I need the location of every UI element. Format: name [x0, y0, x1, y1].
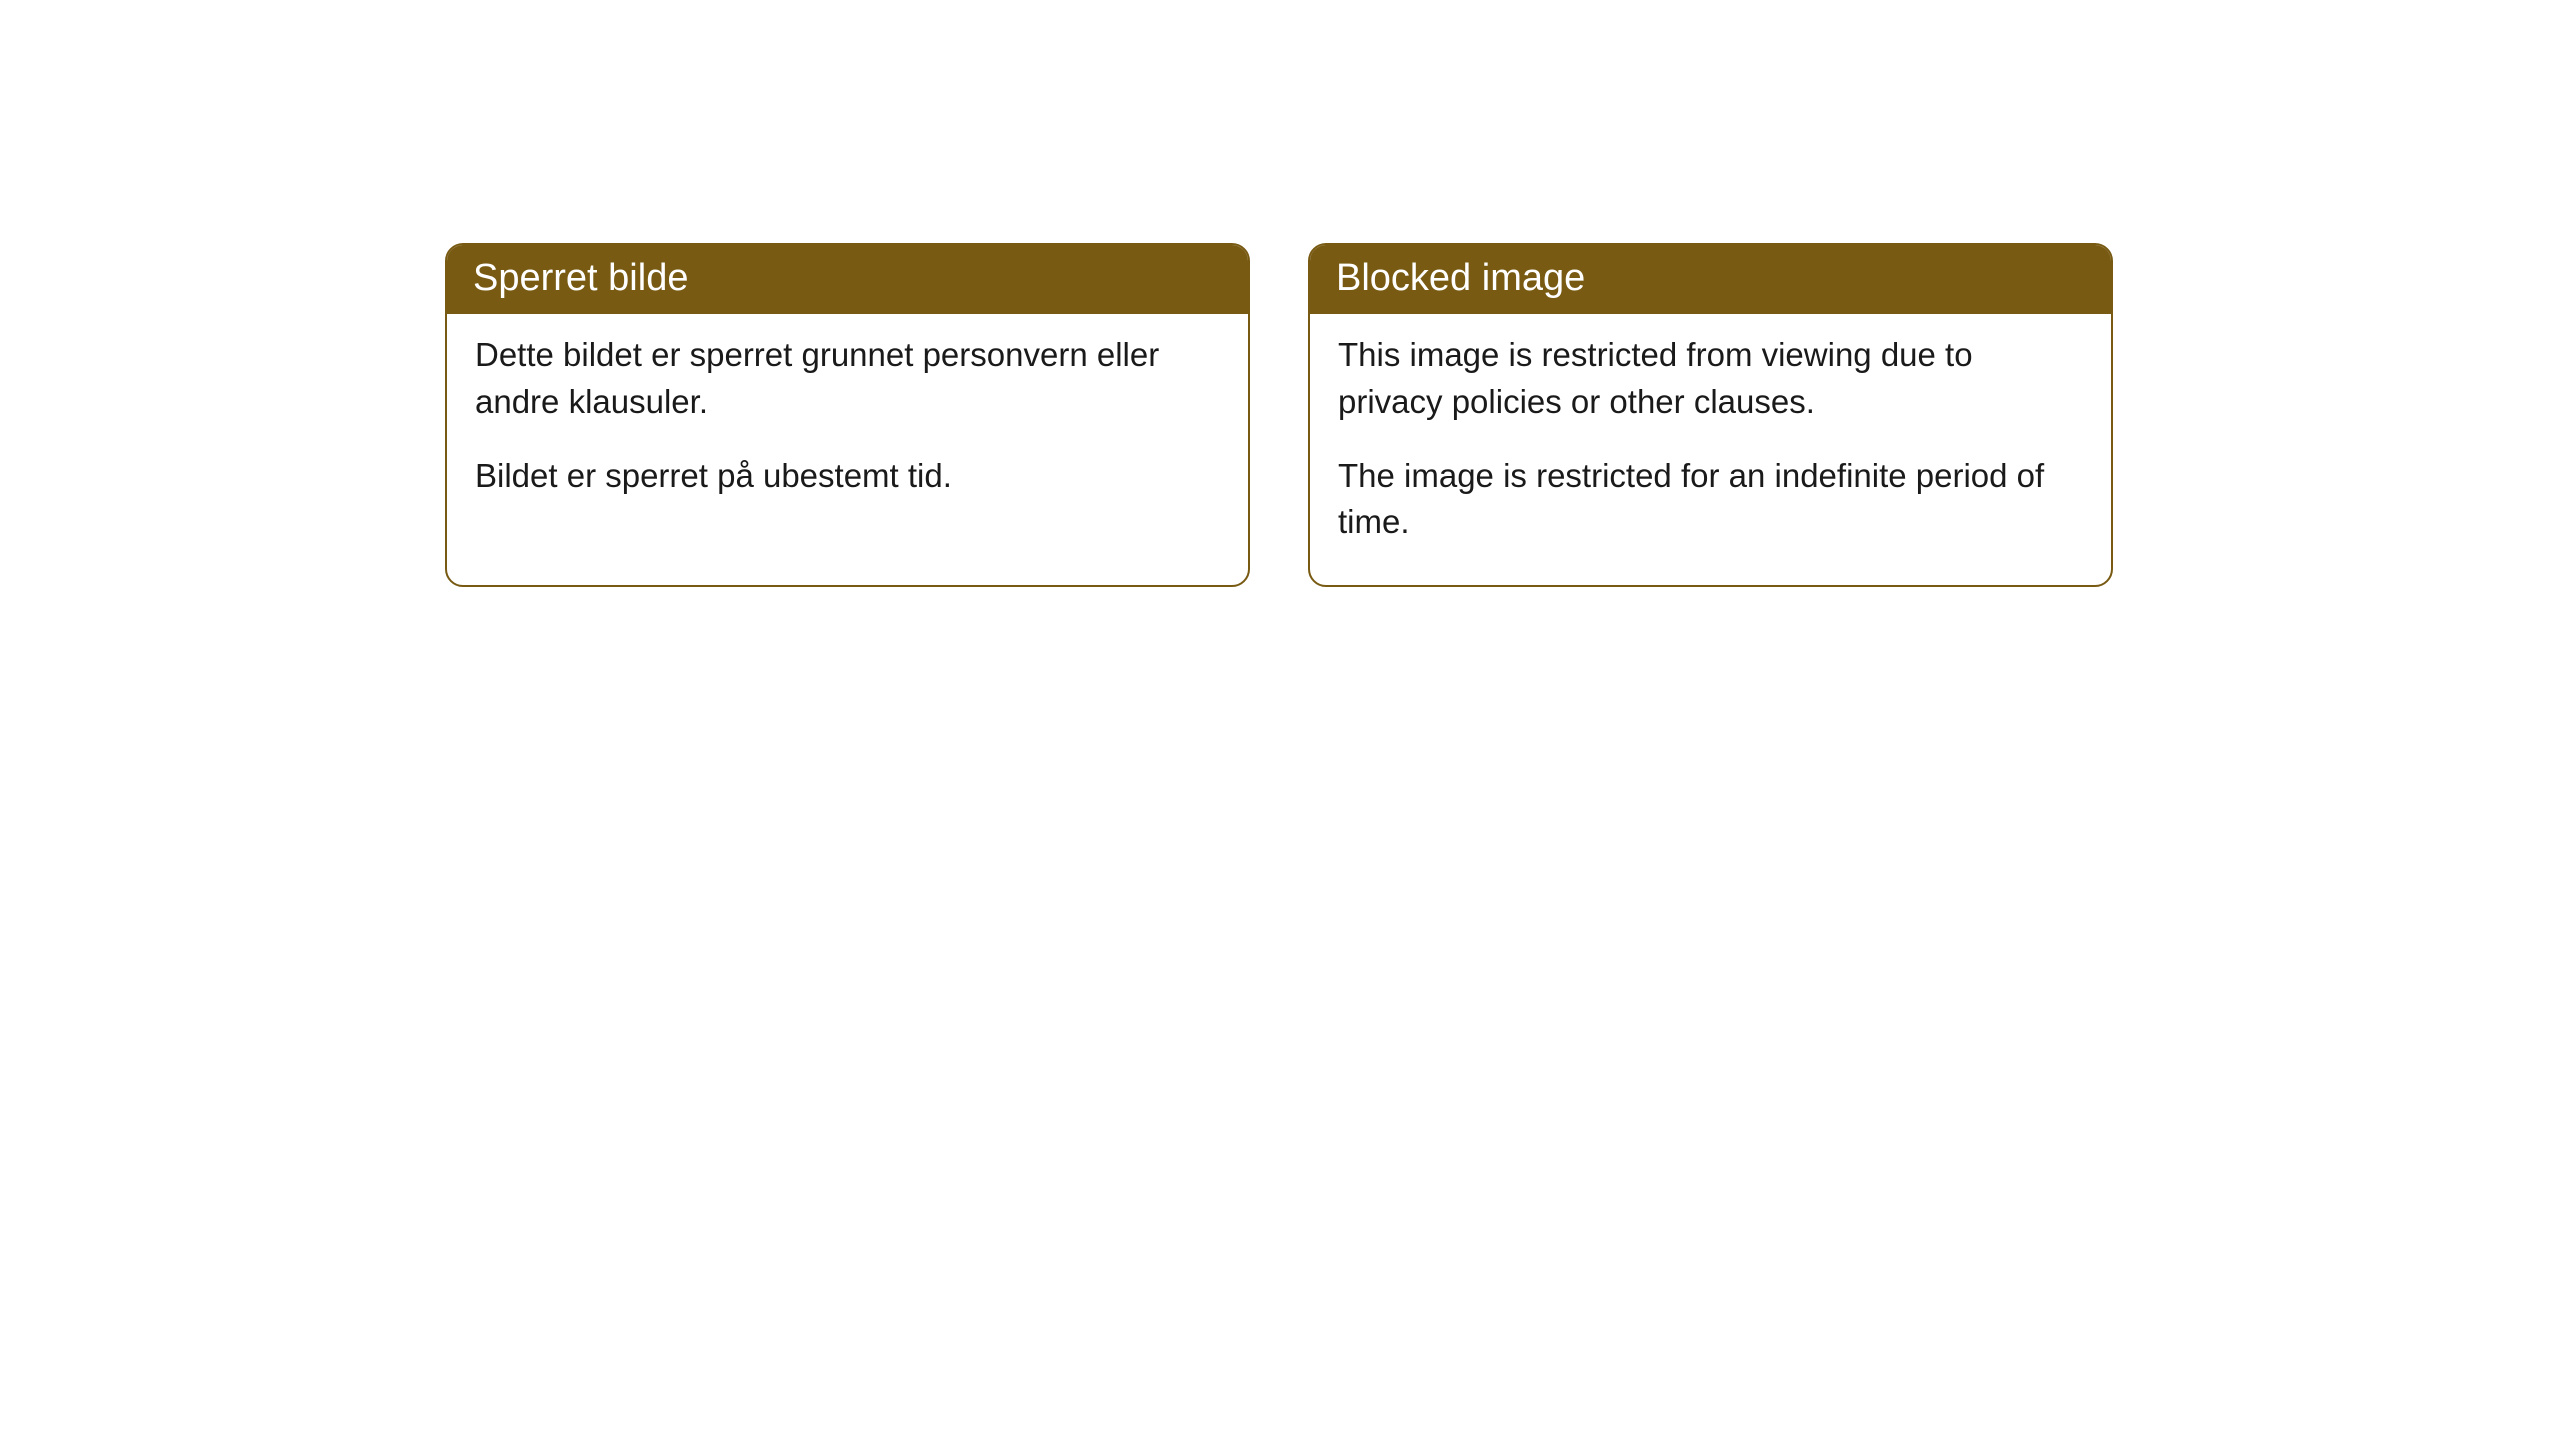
notice-paragraph: The image is restricted for an indefinit…	[1338, 453, 2083, 545]
notice-body: Dette bildet er sperret grunnet personve…	[447, 314, 1248, 539]
notice-card-norwegian: Sperret bilde Dette bildet er sperret gr…	[445, 243, 1250, 587]
notice-body: This image is restricted from viewing du…	[1310, 314, 2111, 585]
notice-container: Sperret bilde Dette bildet er sperret gr…	[445, 243, 2113, 587]
notice-header: Sperret bilde	[447, 245, 1248, 314]
notice-paragraph: Bildet er sperret på ubestemt tid.	[475, 453, 1220, 499]
notice-card-english: Blocked image This image is restricted f…	[1308, 243, 2113, 587]
notice-paragraph: This image is restricted from viewing du…	[1338, 332, 2083, 424]
notice-paragraph: Dette bildet er sperret grunnet personve…	[475, 332, 1220, 424]
notice-header: Blocked image	[1310, 245, 2111, 314]
